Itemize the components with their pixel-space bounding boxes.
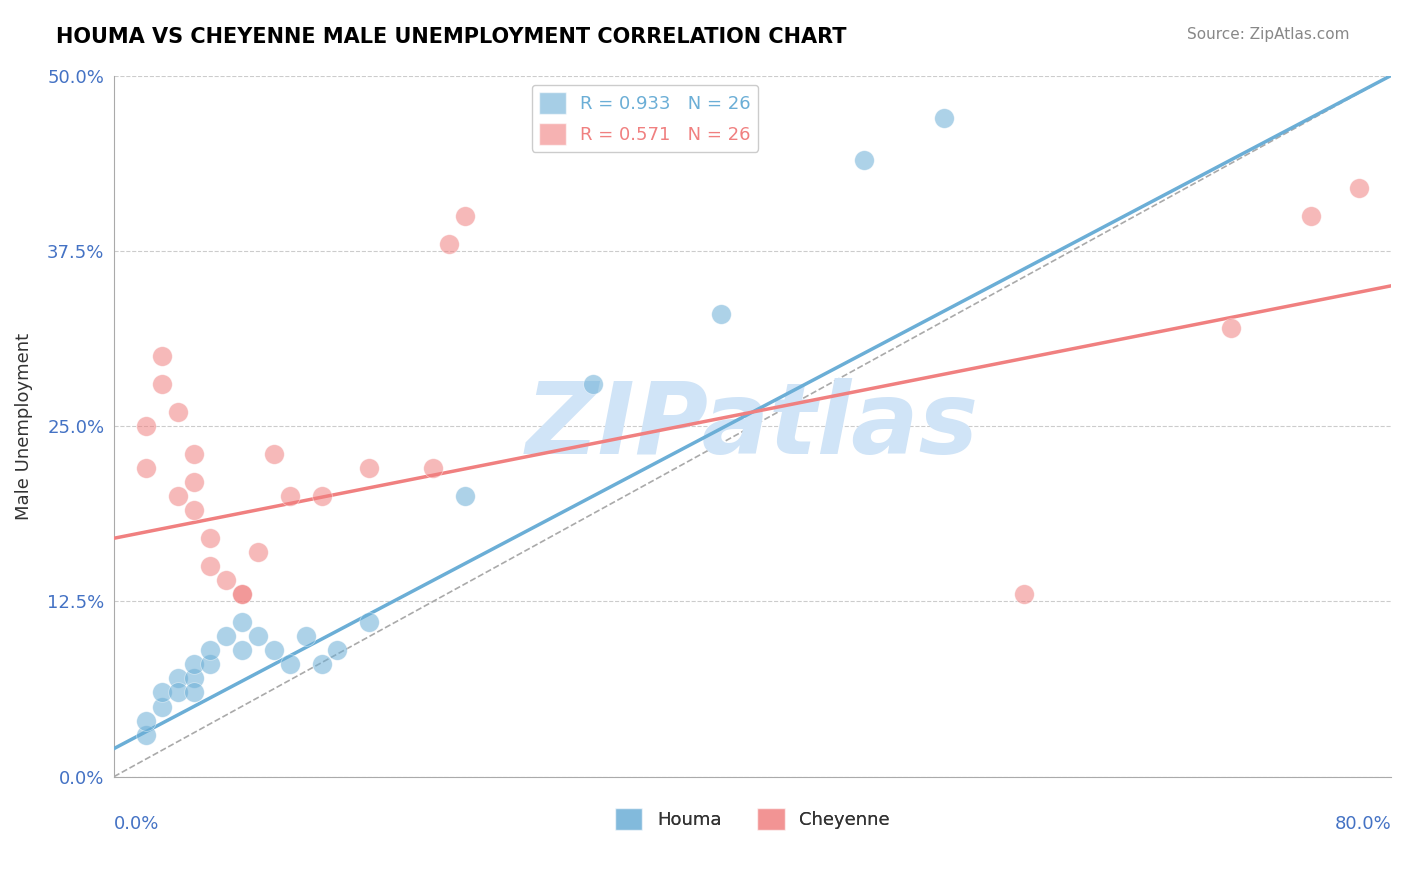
Houma	[932, 111, 955, 125]
Cheyenne	[183, 447, 205, 461]
Cheyenne	[198, 559, 221, 574]
Houma	[326, 643, 349, 657]
Text: Source: ZipAtlas.com: Source: ZipAtlas.com	[1187, 27, 1350, 42]
Cheyenne	[198, 531, 221, 545]
Houma	[246, 629, 269, 643]
Houma	[454, 489, 477, 503]
Houma	[215, 629, 238, 643]
Houma	[150, 699, 173, 714]
Houma	[311, 657, 333, 672]
Cheyenne	[183, 475, 205, 490]
Houma	[263, 643, 285, 657]
Cheyenne	[278, 489, 301, 503]
Cheyenne	[183, 503, 205, 517]
Cheyenne	[166, 405, 188, 419]
Houma	[183, 685, 205, 699]
Houma	[135, 714, 157, 728]
Text: 0.0%: 0.0%	[114, 815, 159, 833]
Cheyenne	[150, 376, 173, 391]
Cheyenne	[454, 209, 477, 223]
Houma	[198, 643, 221, 657]
Houma	[231, 615, 253, 630]
Houma	[150, 685, 173, 699]
Houma	[359, 615, 381, 630]
Houma	[183, 672, 205, 686]
Houma	[709, 307, 731, 321]
Houma	[231, 643, 253, 657]
Legend: Houma, Cheyenne: Houma, Cheyenne	[609, 801, 897, 838]
Cheyenne	[422, 461, 444, 475]
Cheyenne	[1348, 180, 1371, 194]
Cheyenne	[246, 545, 269, 559]
Cheyenne	[231, 587, 253, 601]
Y-axis label: Male Unemployment: Male Unemployment	[15, 333, 32, 520]
Cheyenne	[359, 461, 381, 475]
Text: HOUMA VS CHEYENNE MALE UNEMPLOYMENT CORRELATION CHART: HOUMA VS CHEYENNE MALE UNEMPLOYMENT CORR…	[56, 27, 846, 46]
Cheyenne	[150, 349, 173, 363]
Houma	[278, 657, 301, 672]
Houma	[198, 657, 221, 672]
Houma	[582, 376, 605, 391]
Cheyenne	[1012, 587, 1035, 601]
Houma	[853, 153, 876, 167]
Cheyenne	[1220, 321, 1243, 335]
Text: ZIPatlas: ZIPatlas	[526, 377, 979, 475]
Cheyenne	[135, 419, 157, 434]
Cheyenne	[231, 587, 253, 601]
Houma	[166, 685, 188, 699]
Houma	[294, 629, 316, 643]
Houma	[135, 727, 157, 741]
Text: 80.0%: 80.0%	[1334, 815, 1391, 833]
Cheyenne	[135, 461, 157, 475]
Houma	[166, 672, 188, 686]
Cheyenne	[1301, 209, 1323, 223]
Cheyenne	[166, 489, 188, 503]
Cheyenne	[215, 574, 238, 588]
Houma	[183, 657, 205, 672]
Cheyenne	[311, 489, 333, 503]
Cheyenne	[437, 236, 460, 251]
Cheyenne	[263, 447, 285, 461]
